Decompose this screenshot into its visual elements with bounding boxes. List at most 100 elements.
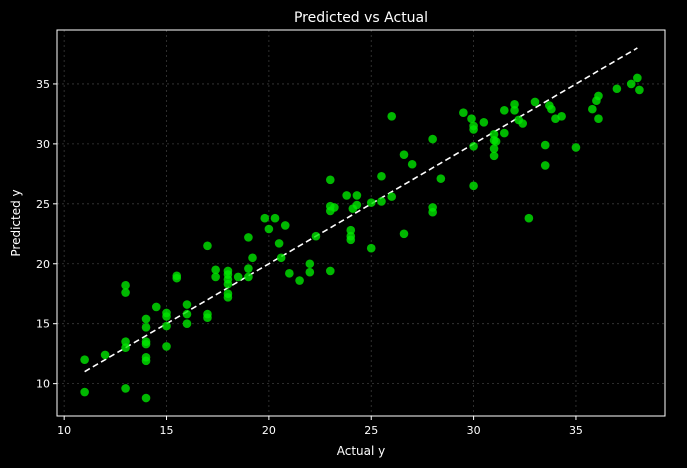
data-point [557, 112, 566, 121]
data-point [530, 97, 540, 107]
data-point [244, 272, 253, 282]
data-point [459, 108, 468, 118]
grid-lines [57, 30, 665, 416]
data-point [141, 393, 151, 403]
data-point [121, 288, 130, 297]
data-point [311, 231, 321, 241]
data-point [182, 300, 192, 309]
data-point [594, 114, 603, 124]
data-point [499, 128, 509, 138]
x-tick-label: 25 [364, 424, 378, 437]
data-point [121, 337, 130, 346]
data-point [141, 314, 151, 324]
data-point [387, 192, 397, 201]
data-point [121, 343, 130, 352]
y-tick-label: 30 [36, 138, 50, 151]
data-point [211, 265, 220, 275]
data-point [162, 321, 171, 331]
data-point [377, 171, 386, 181]
data-point [141, 356, 151, 366]
data-point [510, 106, 519, 115]
data-point [489, 129, 499, 139]
data-point [248, 253, 257, 263]
data-point [274, 239, 284, 248]
data-point [280, 221, 290, 230]
data-point [233, 272, 243, 282]
data-point [366, 198, 376, 207]
x-tick-label: 35 [569, 424, 583, 437]
chart-title: Predicted vs Actual [294, 10, 428, 26]
x-tick-label: 20 [262, 424, 276, 437]
data-point [203, 241, 212, 251]
data-point [141, 339, 151, 349]
data-point [244, 264, 253, 273]
data-point [547, 104, 556, 114]
data-point [285, 269, 294, 278]
data-point [467, 114, 476, 124]
data-point [428, 134, 437, 144]
data-point [518, 119, 528, 128]
data-point [223, 279, 233, 289]
data-point [377, 197, 386, 206]
data-point [399, 229, 409, 239]
data-point [469, 141, 478, 151]
reference-line [84, 47, 638, 373]
y-tick-label: 25 [36, 198, 50, 211]
data-point [499, 106, 509, 115]
data-point [182, 309, 192, 319]
data-point [270, 213, 280, 223]
data-point [141, 322, 151, 332]
data-points [80, 73, 644, 403]
y-tick-label: 15 [36, 318, 50, 331]
data-point [211, 272, 220, 282]
y-tick-label: 20 [36, 258, 50, 271]
data-point [80, 387, 89, 397]
data-point [203, 313, 212, 323]
data-point [346, 235, 356, 245]
data-point [479, 118, 489, 127]
data-point [346, 225, 356, 235]
data-point [635, 85, 644, 95]
data-point [342, 191, 351, 200]
data-point [295, 276, 304, 285]
data-point [305, 259, 315, 269]
data-point [162, 312, 171, 321]
data-point [100, 350, 110, 360]
data-point [276, 253, 286, 263]
data-point [80, 355, 89, 364]
x-tick-label: 15 [160, 424, 174, 437]
data-point [510, 100, 519, 109]
data-point [540, 161, 550, 170]
data-point [260, 213, 270, 223]
data-point [330, 203, 339, 212]
x-axis-label: Actual y [337, 444, 386, 458]
data-point [352, 200, 362, 210]
data-point [469, 181, 478, 191]
data-point [588, 104, 597, 114]
data-point [407, 159, 417, 169]
data-point [489, 151, 499, 161]
data-point [612, 84, 622, 94]
data-point [352, 191, 362, 200]
data-point [399, 150, 409, 159]
data-point [491, 137, 501, 146]
data-point [428, 207, 437, 217]
data-point [182, 319, 192, 328]
y-axis-label: Predicted y [9, 189, 23, 256]
data-point [325, 175, 335, 185]
axis-ticks: 10 15 20 25 30 35 10 15 20 25 30 35 [36, 78, 583, 437]
data-point [633, 73, 642, 83]
data-point [436, 174, 446, 183]
data-point [594, 91, 603, 101]
data-point [387, 112, 397, 121]
data-point [469, 125, 478, 134]
x-tick-label: 10 [57, 424, 71, 437]
data-point [305, 267, 315, 277]
y-tick-label: 10 [36, 378, 50, 391]
data-point [366, 243, 376, 253]
plot-area-frame [56, 29, 666, 417]
data-point [162, 342, 171, 351]
data-point [223, 293, 233, 302]
